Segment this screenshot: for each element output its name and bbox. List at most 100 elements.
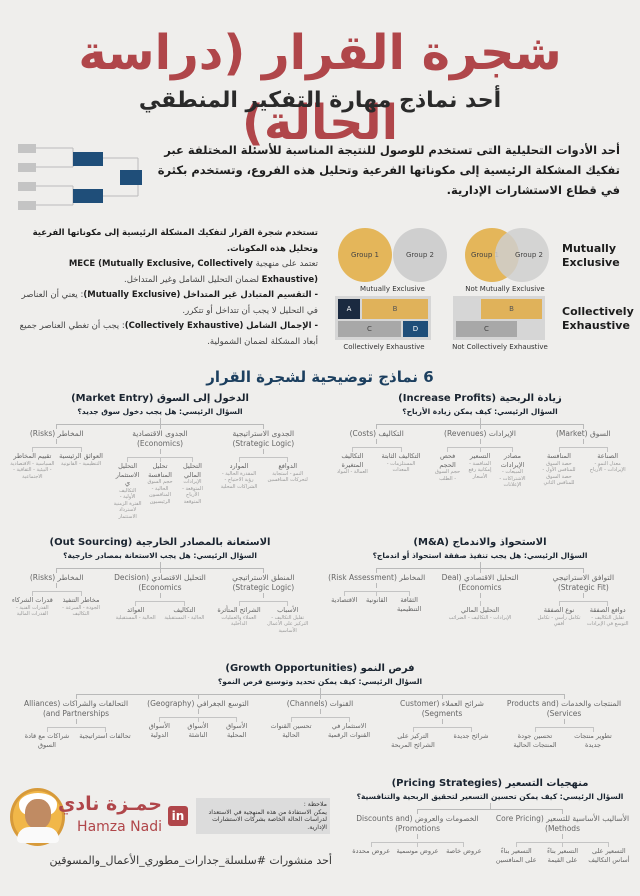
tree-branches: التوافق الاستراتيجي (Strategic Fit) دوافع… xyxy=(325,568,635,628)
tree-leaf: الأسواق الناشئة xyxy=(179,717,218,739)
tree-leaf: التكاليف المتغيرة العمالة - المواد xyxy=(328,447,377,476)
connector-line xyxy=(75,719,77,724)
connector-line xyxy=(417,809,418,814)
leaf-label: عروض محددة xyxy=(352,847,391,855)
note-title: ملاحظة : xyxy=(303,801,327,808)
tree-branches: الجدوى الاستراتيجية (Strategic Logic) الد… xyxy=(5,424,315,520)
mece-term: MECE (Mutually Exclusive, Collectively E… xyxy=(68,259,318,285)
leaf-details: معدل النمو - الإيرادات - الأرباح xyxy=(589,460,626,474)
tree-leaf: الشرائح المتأثرة العملاء والعمليات الداخل… xyxy=(215,601,264,634)
connector-line xyxy=(417,842,419,847)
branch-label: التوسع الجغرافي (Geography) xyxy=(147,699,249,708)
connector-line xyxy=(441,719,443,724)
leaf-label: عروض خاصة xyxy=(446,847,482,855)
leaf-label: العوائد xyxy=(127,606,145,614)
leaf-details: الحالية - المستقبلية xyxy=(164,614,205,621)
connector-line xyxy=(290,717,292,722)
connector-line xyxy=(46,727,48,732)
leaf-label: الأسواق المحلية xyxy=(226,722,248,739)
leaf-details: القدرات الفنية - القدرات المالية xyxy=(15,604,49,618)
connector-line xyxy=(80,447,82,452)
connector-line xyxy=(262,593,264,598)
branch-label: الإيرادات (Revenues) xyxy=(444,429,516,438)
tree-branch: الجدوى الاستراتيجية (Strategic Logic) الد… xyxy=(212,424,315,520)
leaf-label: فحص الحجم xyxy=(439,452,456,469)
block-a: A xyxy=(338,299,360,319)
tree-leaf: التحليل المالي الإيرادات المتوقعة - الأرب… xyxy=(176,457,208,520)
leaf-label: الموارد xyxy=(229,462,249,470)
leaf-label: قدرات الشركاء xyxy=(11,596,53,604)
tree-branch: التوسع الجغرافي (Geography) الأسواق المحل… xyxy=(137,694,259,749)
leaf-label: عروض موسمية xyxy=(396,847,439,855)
mece-intro: تستخدم شجرة القرار لتفكيك المشكلة الرئيس… xyxy=(32,228,318,254)
leaf-label: الأسواق الدولية xyxy=(148,722,170,739)
me-caption: Mutually Exclusive xyxy=(360,285,425,293)
connector-line xyxy=(348,717,350,722)
block-c: C xyxy=(456,321,517,337)
tree-branch: الخصومات والعروض (Discounts and Promotio… xyxy=(345,809,490,864)
connector-line xyxy=(371,842,464,843)
note-box: ملاحظة : يمكن الاستفادة من هذه المنهجية … xyxy=(196,798,330,834)
connector-line xyxy=(31,447,33,452)
branch-children: عروض خاصة عروض موسمية عروض محددة xyxy=(348,842,487,856)
connector-line xyxy=(516,842,609,843)
connector-line xyxy=(559,601,608,602)
author-name-arabic: حمـزة نادي xyxy=(57,793,162,815)
tree-pricing-strategies: منهجيات التسعير (Pricing Strategies) السؤ… xyxy=(345,777,635,864)
branch-children: الصناعة معدل النمو - الإيرادات - الأرباح ا… xyxy=(535,447,632,487)
tree-leaf: الاقتصادية xyxy=(328,591,360,613)
leaf-details: حصة السوق للمنافس الأول - حصة السوق للمن… xyxy=(542,460,576,487)
branch-children: التحليل المالي الإيرادات - التكاليف - الض… xyxy=(431,601,528,621)
mece-basis: تعتمد على منهجية xyxy=(255,259,318,269)
connector-line xyxy=(376,568,378,573)
tree-leaf: شراكات مع قادة السوق xyxy=(18,727,76,749)
tree-branch: التحليل الاقتصادي (Decision Economics) ال… xyxy=(108,568,211,634)
connector-line xyxy=(197,709,199,714)
ce-box: A B C D xyxy=(335,296,431,340)
connector-line xyxy=(183,601,185,606)
connector-line xyxy=(191,457,193,462)
tree-leaf: تطوير منتجات جديدة xyxy=(564,727,622,749)
tree-leaf: تحالفات استراتيجية xyxy=(76,727,134,749)
leaf-details: الإيرادات - التكاليف - الضرائب xyxy=(448,614,512,621)
connector-line xyxy=(376,424,378,429)
intro-paragraph: أحد الأدوات التحليلية التى تستخدم للوصول… xyxy=(157,143,620,197)
connector-line xyxy=(582,568,584,573)
connector-line xyxy=(56,583,58,588)
tree-outsourcing: الاستعانة بالمصادر الخارجية (Out Sourcin… xyxy=(5,536,315,634)
tree-leaf: عروض خاصة xyxy=(441,842,487,856)
ce-term: (Collectively Exhaustive) xyxy=(124,321,244,331)
connector-line xyxy=(344,591,410,592)
connector-line xyxy=(56,568,264,569)
connector-line xyxy=(56,439,58,444)
group1-circle: Group 1 xyxy=(338,228,392,282)
connector-line xyxy=(287,601,289,606)
connector-line xyxy=(343,591,345,596)
tree-leaf: شرائح جديدة xyxy=(442,727,500,749)
connector-line xyxy=(562,834,563,839)
tree-leaf: الموارد المقدرة الحالية - رؤية الاحتياج -… xyxy=(215,457,264,490)
leaf-label: مخاطر التنفيذ xyxy=(62,596,100,604)
branch-label: التحالفات والشراكات (Alliances and Partn… xyxy=(23,699,129,718)
connector-line xyxy=(412,727,414,732)
author-avatar xyxy=(10,788,65,846)
linkedin-icon[interactable]: in xyxy=(168,806,188,826)
mece-explanation: تستخدم شجرة القرار لتفكيك المشكلة الرئيس… xyxy=(18,226,318,350)
connector-line xyxy=(582,439,584,444)
leaf-details: العملاء والعمليات الداخلية xyxy=(221,614,257,628)
branch-label: الجدوى الاقتصادية (Economics) xyxy=(132,429,188,448)
branch-label: شرائح العملاء (Customer Segments) xyxy=(400,699,484,718)
connector-line xyxy=(400,447,402,452)
series-hashtag: أحد منشورات #سلسلة_جدارات_مطوري_الأعمال_… xyxy=(49,854,332,867)
connector-line xyxy=(376,439,378,444)
connector-line xyxy=(562,809,563,814)
connector-line xyxy=(56,424,264,425)
tree-branch: الجدوى الاقتصادية (Economics) التحليل الم… xyxy=(108,424,211,520)
leaf-details: المستلزمات - المعدات xyxy=(386,460,416,474)
branch-label: التكاليف (Costs) xyxy=(349,429,404,438)
tree-leaf: العوائق الرئيسية التنظيمية - القانونية xyxy=(57,447,106,480)
tree-m-and-a: الاستحواذ والاندماج (M&A) السؤال الرئيسي:… xyxy=(325,536,635,628)
tree-leaf: دوافع الصفقة تقليل التكاليف - التوسع في ا… xyxy=(583,601,632,628)
connector-line xyxy=(236,717,238,722)
connector-line xyxy=(534,727,536,732)
